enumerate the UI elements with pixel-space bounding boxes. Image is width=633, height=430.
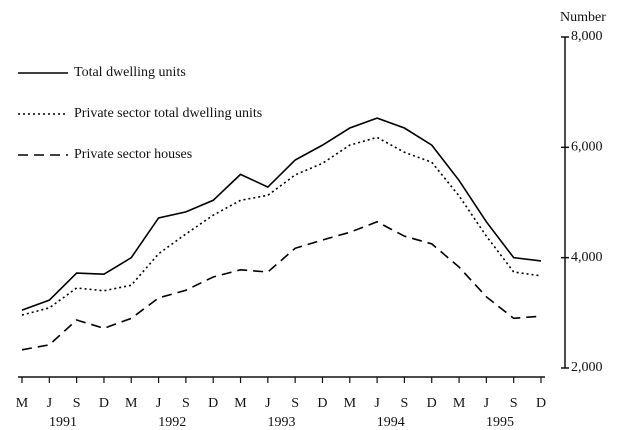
series-line <box>21 136 542 316</box>
year-label: 1991 <box>49 415 77 430</box>
year-label: 1994 <box>377 415 405 430</box>
x-tick-label: M <box>453 396 466 411</box>
x-tick-label: M <box>234 396 247 411</box>
x-tick-label: S <box>510 396 518 411</box>
year-label: 1992 <box>158 415 186 430</box>
x-tick-label: M <box>16 396 29 411</box>
year-label: 1993 <box>268 415 296 430</box>
x-tick-label: S <box>291 396 299 411</box>
year-label: 1995 <box>486 415 514 430</box>
y-tick-label: 4,000 <box>571 250 603 265</box>
x-tick-label: D <box>536 396 546 411</box>
legend-label: Private sector total dwelling units <box>74 106 262 121</box>
x-tick-label: D <box>427 396 437 411</box>
y-tick-label: 8,000 <box>571 29 603 44</box>
y-tick-label: 6,000 <box>571 140 603 155</box>
x-tick-label: S <box>182 396 190 411</box>
x-tick-label: M <box>344 396 357 411</box>
series-line <box>21 220 542 351</box>
x-tick-label: D <box>317 396 327 411</box>
x-tick-label: S <box>401 396 409 411</box>
x-tick-label: D <box>99 396 109 411</box>
legend-label: Private sector houses <box>74 147 192 162</box>
y-axis-label: Number <box>560 10 606 25</box>
x-tick-label: J <box>265 396 271 411</box>
y-tick-label: 2,000 <box>571 360 603 375</box>
x-tick-label: J <box>484 396 490 411</box>
series-line <box>21 117 542 311</box>
x-tick-label: S <box>73 396 81 411</box>
x-tick-label: J <box>156 396 162 411</box>
x-tick-label: J <box>47 396 53 411</box>
x-tick-label: M <box>125 396 138 411</box>
x-tick-label: D <box>208 396 218 411</box>
x-tick-label: J <box>374 396 380 411</box>
legend-label: Total dwelling units <box>74 65 186 80</box>
